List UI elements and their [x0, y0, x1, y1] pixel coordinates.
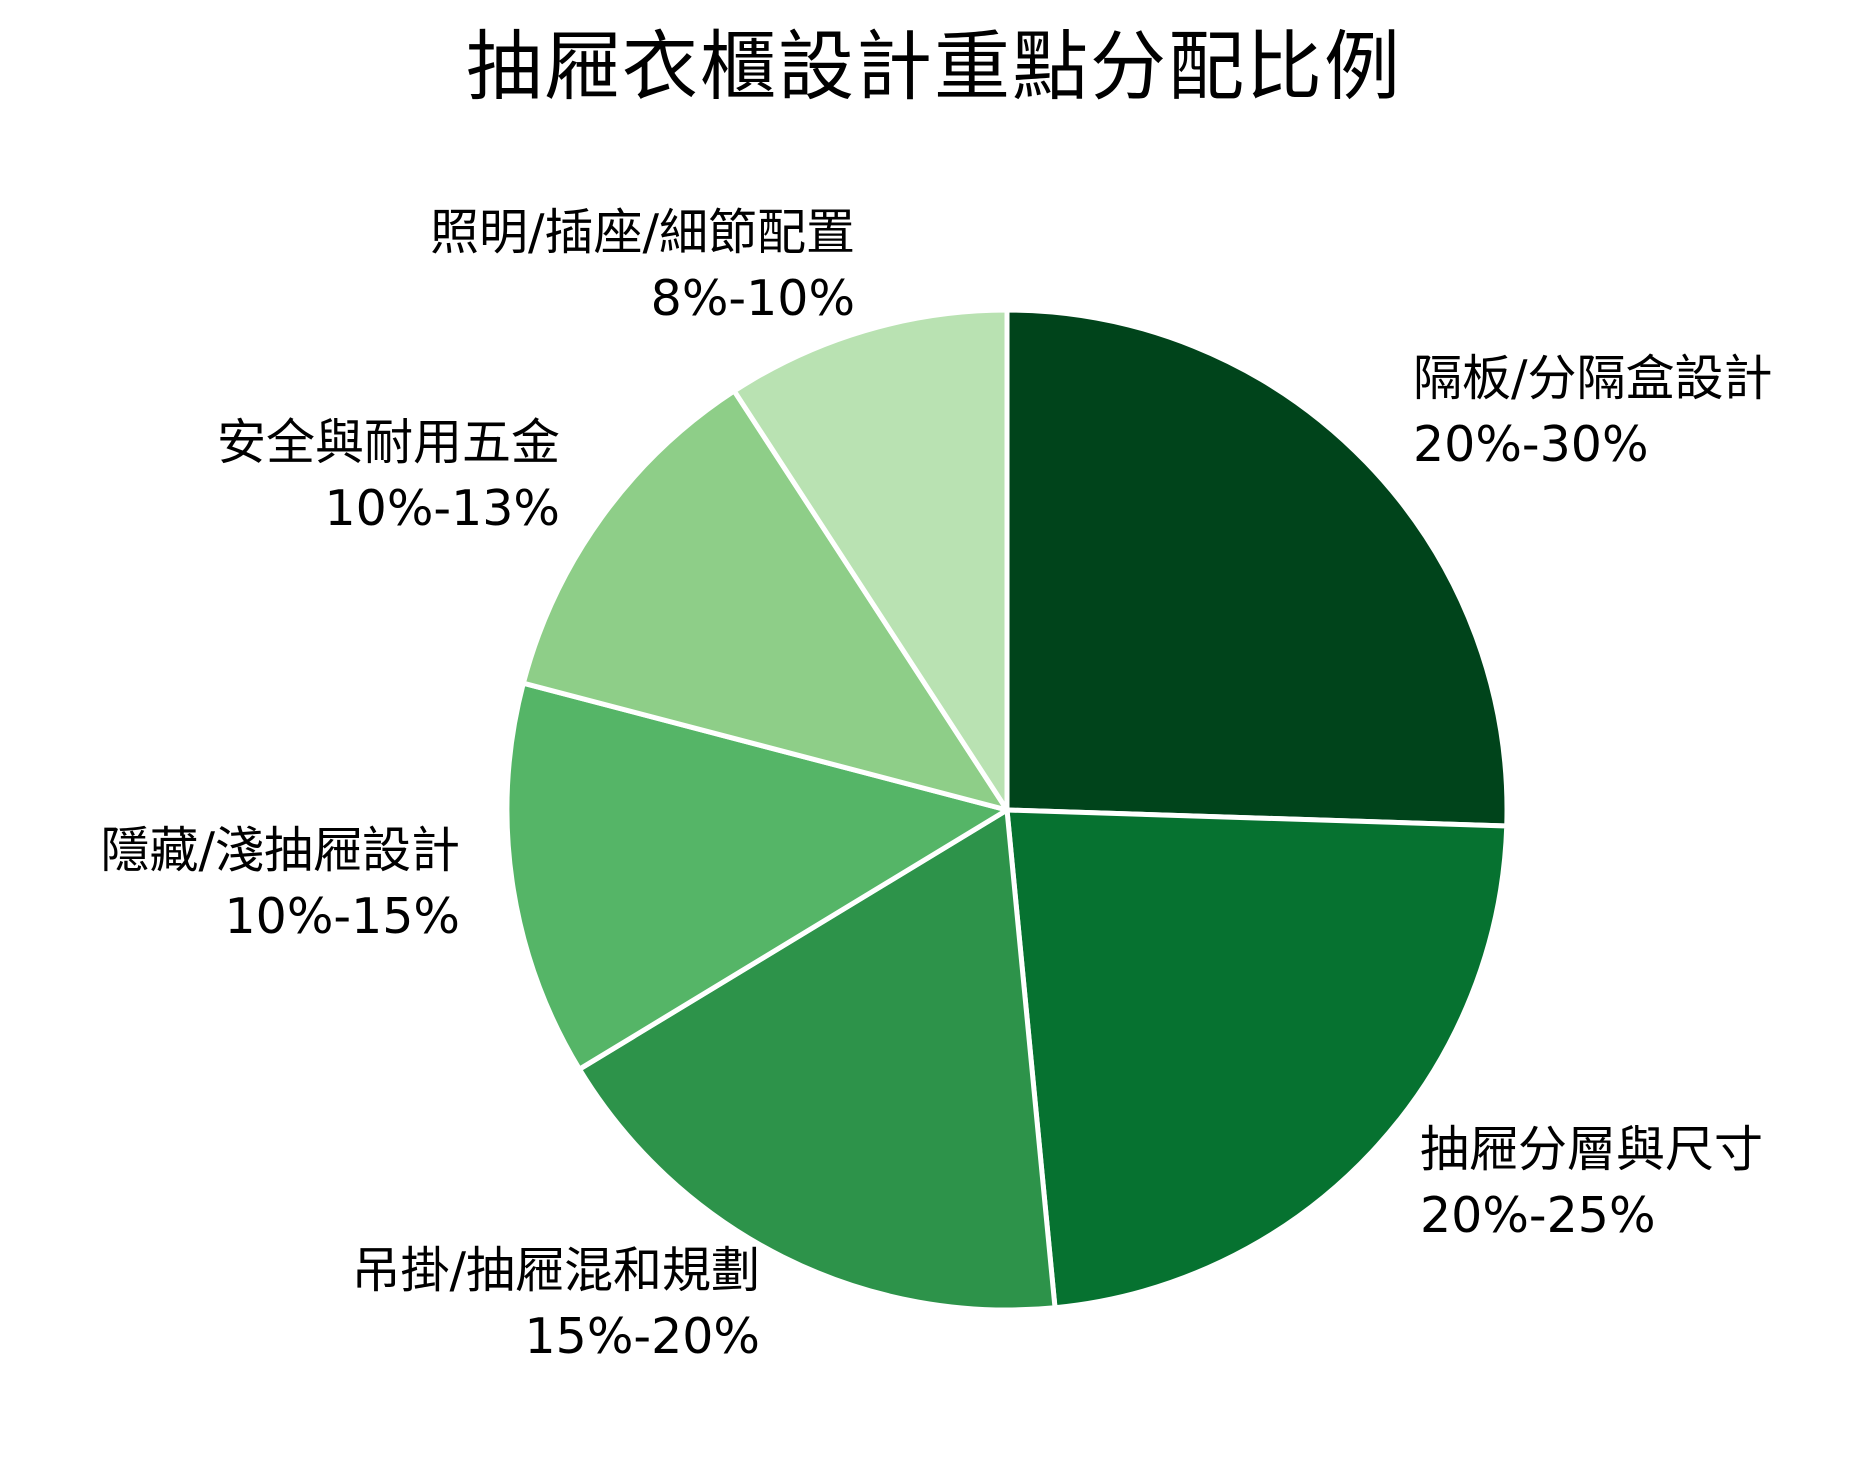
pie-slices: [504, 307, 1510, 1313]
pie-slice: [1004, 307, 1510, 829]
slice-label: 吊掛/抽屜混和規劃 15%-20%: [351, 1238, 760, 1370]
slice-label-range: 15%-20%: [524, 1308, 760, 1365]
slice-label-range: 20%-30%: [1413, 416, 1649, 473]
pie-slice: [731, 307, 1010, 813]
pie-slice: [576, 807, 1058, 1313]
slice-label-range: 10%-13%: [324, 480, 560, 537]
pie-slice: [520, 388, 1010, 813]
slice-label-name: 抽屜分層與尺寸: [1420, 1121, 1764, 1178]
slice-label: 抽屜分層與尺寸 20%-25%: [1420, 1117, 1763, 1249]
slice-label-name: 隱藏/淺抽屜設計: [100, 822, 460, 879]
slice-label-range: 20%-25%: [1420, 1187, 1656, 1244]
slice-label: 安全與耐用五金 10%-13%: [217, 410, 560, 542]
slice-label: 照明/插座/細節配置 8%-10%: [430, 200, 855, 332]
pie-slice: [1004, 807, 1510, 1311]
chart-title: 抽屜衣櫃設計重點分配比例: [466, 22, 1402, 111]
slice-label-name: 安全與耐用五金: [216, 414, 560, 471]
slice-label-name: 吊掛/抽屜混和規劃: [351, 1242, 760, 1299]
slice-label: 隱藏/淺抽屜設計 10%-15%: [100, 818, 460, 950]
slice-label-name: 照明/插座/細節配置: [429, 204, 855, 261]
slice-label: 隔板/分隔盒設計 20%-30%: [1413, 346, 1773, 478]
slice-label-range: 8%-10%: [650, 270, 855, 327]
slice-label-name: 隔板/分隔盒設計: [1413, 350, 1773, 407]
slice-label-range: 10%-15%: [224, 888, 460, 945]
